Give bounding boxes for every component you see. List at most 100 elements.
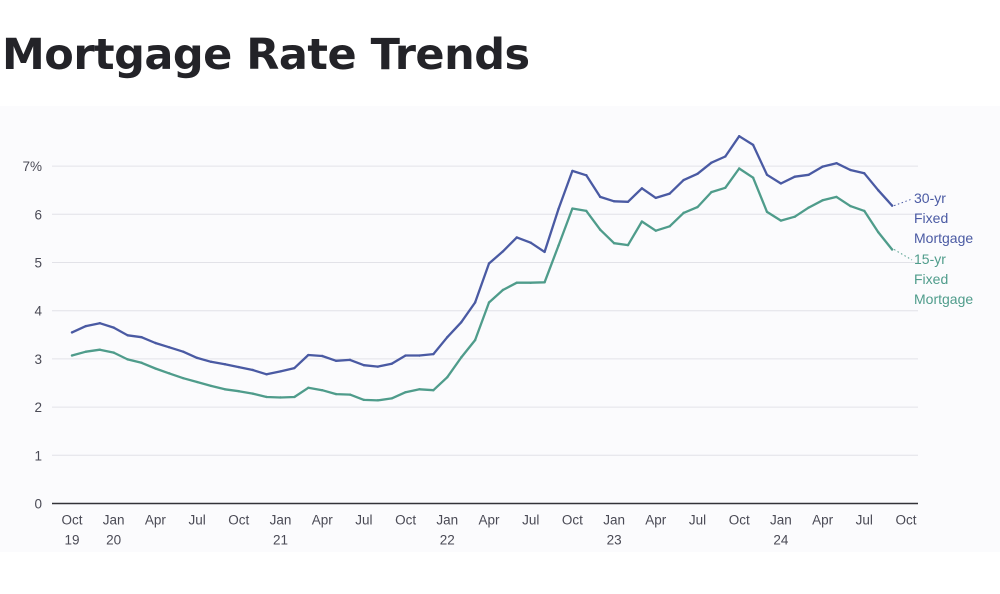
data-point (223, 388, 227, 391)
data-point (807, 173, 810, 176)
gridlines (52, 165, 918, 505)
data-point (334, 392, 338, 396)
data-point (654, 229, 657, 232)
data-point (571, 207, 574, 210)
series-label: Fixed (914, 210, 948, 226)
x-tick-label: Jul (689, 513, 706, 528)
data-point (182, 376, 185, 380)
data-point (779, 219, 783, 222)
data-point (126, 358, 129, 361)
data-point (70, 331, 74, 334)
x-tick-label: Oct (228, 513, 249, 528)
data-point (307, 386, 310, 390)
x-tick-label: Jan (103, 513, 125, 528)
x-tick-label: Apr (145, 513, 167, 528)
data-point (807, 206, 810, 209)
x-tick-label: Apr (812, 513, 834, 528)
data-point (223, 363, 227, 366)
data-point (585, 174, 588, 177)
x-tick-year-label: 22 (440, 533, 455, 548)
data-point (362, 398, 366, 402)
x-tick-label: Oct (61, 513, 82, 528)
data-point (390, 362, 393, 365)
series-label: 15-yr (914, 251, 946, 267)
data-point (404, 354, 407, 357)
data-point (473, 301, 477, 304)
y-tick-label: 5 (34, 256, 42, 271)
data-point (279, 370, 282, 373)
series-lines (70, 135, 894, 402)
data-point (529, 281, 532, 284)
data-point (654, 196, 657, 200)
data-point (487, 262, 491, 265)
data-point (738, 167, 741, 170)
data-point (710, 190, 713, 194)
data-point (877, 189, 880, 192)
x-tick-label: Oct (895, 513, 916, 528)
y-tick-label: 4 (34, 304, 42, 319)
data-point (362, 363, 366, 367)
data-point (237, 389, 240, 393)
data-point (473, 338, 477, 342)
data-point (543, 250, 546, 254)
data-point (112, 351, 115, 354)
y-tick-label: 3 (34, 352, 42, 367)
data-point (557, 207, 560, 211)
data-point (682, 211, 685, 215)
data-point (404, 390, 407, 394)
y-axis: 0 1 2 3 4 5 6 7% (22, 159, 42, 511)
data-point (668, 192, 671, 195)
data-point (418, 354, 421, 357)
data-point (863, 209, 866, 213)
data-point (251, 392, 254, 395)
data-point (348, 393, 352, 396)
data-point (140, 361, 143, 364)
data-point (710, 161, 713, 164)
data-point (668, 225, 671, 228)
data-point (890, 204, 894, 207)
y-tick-label: 7% (22, 159, 42, 174)
data-point (126, 334, 129, 337)
data-point (529, 241, 532, 244)
x-tick-label: Apr (478, 513, 500, 528)
data-point (626, 200, 630, 203)
data-point (446, 376, 449, 379)
data-point (849, 204, 852, 208)
series-label: Fixed (914, 271, 948, 287)
data-point (835, 162, 838, 165)
chart-panel: 0 1 2 3 4 5 6 7% Oct 19 Jan 20 Apr Jul Oct Jan 21 Apr Jul… (0, 106, 1000, 552)
data-point (432, 389, 435, 392)
data-point (751, 143, 755, 147)
x-tick-label: Jan (270, 513, 292, 528)
data-point (640, 187, 644, 190)
data-point (70, 354, 74, 357)
series-label: 30-yr (914, 190, 946, 206)
data-point (98, 322, 102, 325)
data-point (112, 326, 115, 329)
x-tick-label: Jan (770, 513, 792, 528)
x-tick-label: Jan (436, 513, 458, 528)
data-point (168, 346, 171, 349)
x-tick-year-label: 20 (106, 533, 121, 548)
x-tick-label: Oct (395, 513, 416, 528)
x-tick-year-label: 21 (273, 533, 288, 548)
data-point (154, 367, 157, 370)
data-point (612, 200, 616, 203)
data-point (696, 205, 699, 209)
data-point (599, 228, 602, 231)
x-tick-label: Jul (188, 513, 205, 528)
data-point (390, 397, 393, 400)
data-point (724, 155, 727, 158)
x-tick-label: Jul (355, 513, 372, 528)
data-point (626, 243, 630, 247)
y-tick-label: 0 (34, 497, 42, 512)
data-point (779, 182, 783, 185)
data-point (237, 365, 240, 369)
data-point (849, 168, 852, 172)
data-point (612, 242, 616, 245)
series-label: Mortgage (914, 291, 973, 307)
data-point (418, 388, 421, 391)
y-tick-label: 1 (34, 448, 42, 463)
x-tick-label: Jul (856, 513, 873, 528)
